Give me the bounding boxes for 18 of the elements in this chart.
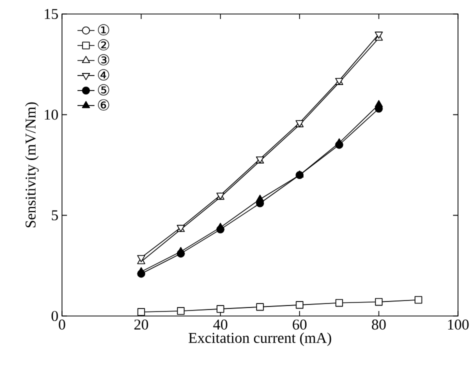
- x-tick-label: 20: [134, 320, 148, 330]
- legend-label: ②: [98, 39, 110, 50]
- y-tick-label: 0: [52, 310, 58, 322]
- x-tick-label: 100: [448, 320, 469, 330]
- legend-label: ⑤: [98, 84, 110, 96]
- y-tick-label: 5: [52, 210, 58, 220]
- x-tick-label: 80: [372, 320, 386, 330]
- y-tick-label: 10: [44, 110, 58, 120]
- legend-label: ③: [98, 54, 110, 66]
- y-tick-label: 15: [44, 9, 58, 19]
- y-axis-title: Sensitivity (mV/Nm): [25, 102, 39, 228]
- legend-label: ①: [98, 24, 110, 36]
- legend-label: ④: [98, 69, 110, 80]
- x-tick-label: 60: [292, 320, 307, 330]
- x-tick-label: 40: [213, 320, 228, 330]
- x-axis-title: Excitation current (mA): [188, 332, 332, 346]
- x-tick-label: 0: [58, 320, 66, 330]
- legend-label: ⑥: [98, 99, 110, 110]
